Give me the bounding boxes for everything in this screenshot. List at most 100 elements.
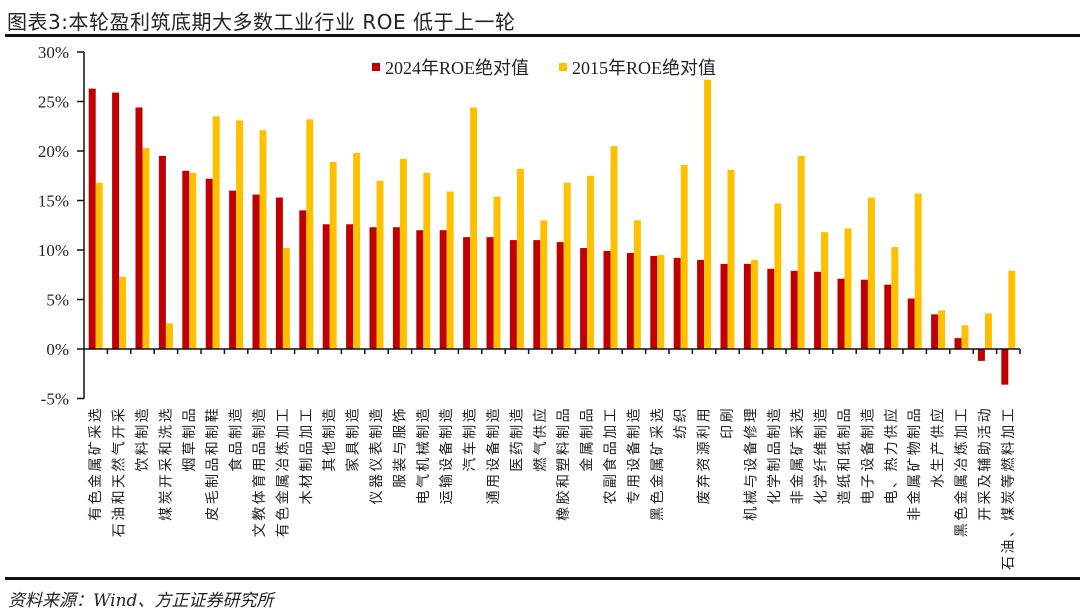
x-tick-label: 家具制造 xyxy=(345,406,362,472)
bar-2015 xyxy=(610,146,618,349)
bar-2015 xyxy=(774,203,782,349)
x-tick-label: 电、热力供应 xyxy=(883,406,900,504)
x-tick-label: 烟草制品 xyxy=(182,406,198,472)
y-axis-ticks: -5% 0% 5% 10% 15% 20% 25% 30% xyxy=(38,43,84,409)
x-tick-label: 非金属矿物制品 xyxy=(907,406,923,521)
bar-2024 xyxy=(884,284,892,349)
x-tick-label: 黑色金属矿采选 xyxy=(649,406,666,521)
bar-2015 xyxy=(236,120,244,349)
bar-2024 xyxy=(252,194,260,349)
bar-2015 xyxy=(119,276,127,349)
bar-2024 xyxy=(112,92,120,349)
bar-2015 xyxy=(961,325,969,349)
y-tick-label: -5% xyxy=(41,390,69,409)
bar-2024 xyxy=(814,271,822,349)
bar-2024 xyxy=(275,197,283,349)
x-tick-label: 废弃资源利用 xyxy=(697,406,713,504)
bar-2024 xyxy=(954,338,962,349)
bar-2024 xyxy=(392,227,400,349)
x-tick-label: 农副食品加工 xyxy=(602,406,619,504)
bar-2024 xyxy=(790,270,798,349)
bar-2024 xyxy=(299,210,307,349)
bar-2024 xyxy=(509,240,517,349)
bars-group xyxy=(88,79,1016,385)
bar-2015 xyxy=(867,197,875,349)
x-tick-label: 金属制品 xyxy=(580,406,596,472)
legend-label-2015: 2015年ROE绝对值 xyxy=(572,58,716,78)
bar-2015 xyxy=(587,175,595,349)
x-tick-label: 化学纤维制造 xyxy=(814,406,830,504)
bar-2024 xyxy=(673,257,681,349)
x-tick-label: 黑色金属冶炼加工 xyxy=(953,406,970,537)
bar-2015 xyxy=(540,220,548,349)
bar-2015 xyxy=(423,172,431,349)
x-tick-label: 印刷 xyxy=(720,406,736,439)
bar-2015 xyxy=(633,220,641,349)
bar-2024 xyxy=(463,237,471,349)
x-tick-label: 橡胶和塑料制品 xyxy=(555,406,572,521)
x-tick-label: 有色金属冶炼加工 xyxy=(274,406,291,537)
bar-2015 xyxy=(891,247,899,349)
bar-2024 xyxy=(767,268,775,349)
bar-2015 xyxy=(165,323,173,349)
bar-2015 xyxy=(914,193,922,349)
y-tick-label: 20% xyxy=(38,142,69,161)
bar-2015 xyxy=(329,161,337,349)
x-tick-label: 造纸和纸制品 xyxy=(837,406,853,504)
bar-2024 xyxy=(205,178,213,349)
bar-2015 xyxy=(938,310,946,349)
bar-2024 xyxy=(860,279,868,349)
legend: 2024年ROE绝对值 2015年ROE绝对值 xyxy=(372,58,716,78)
bar-2015 xyxy=(563,182,571,349)
legend-swatch-2024 xyxy=(372,63,380,71)
bar-2015 xyxy=(189,172,197,349)
x-tick-label: 仪器仪表制造 xyxy=(369,406,385,504)
bar-2015 xyxy=(516,168,524,349)
bar-2015 xyxy=(142,148,150,349)
bar-2024 xyxy=(580,248,588,349)
y-tick-label: 10% xyxy=(38,241,69,260)
bar-2015 xyxy=(399,158,407,349)
bar-2024 xyxy=(556,242,564,349)
bar-2024 xyxy=(533,240,541,349)
x-tick-label: 石油和天然气开采 xyxy=(111,406,128,537)
legend-item-2015: 2015年ROE绝对值 xyxy=(559,58,716,78)
x-tick-label: 服装与服饰 xyxy=(392,406,408,488)
y-tick-label: 5% xyxy=(46,291,69,310)
bar-2024 xyxy=(626,252,634,349)
x-tick-label: 石油、煤炭等燃料加工 xyxy=(1000,406,1017,570)
x-tick-label: 汽车制造 xyxy=(462,406,479,472)
bar-2024 xyxy=(907,298,915,349)
bar-2024 xyxy=(603,250,611,349)
x-tick-label: 食品制造 xyxy=(228,406,245,472)
bar-2024 xyxy=(369,227,377,349)
x-tick-label: 有色金属矿采选 xyxy=(87,406,104,521)
x-tick-label: 饮料制造 xyxy=(135,406,151,472)
bar-2024 xyxy=(977,349,985,361)
bar-2015 xyxy=(470,107,478,349)
bar-2024 xyxy=(743,263,751,349)
bar-2015 xyxy=(1008,270,1016,349)
y-tick-label: 30% xyxy=(38,43,69,62)
bar-2015 xyxy=(680,164,688,349)
bar-2024 xyxy=(346,224,354,349)
bar-2015 xyxy=(704,79,712,349)
bar-2024 xyxy=(697,259,705,349)
bar-2015 xyxy=(353,152,361,349)
bar-2024 xyxy=(135,107,143,349)
bar-2015 xyxy=(984,313,992,349)
x-tick-label: 运输设备制造 xyxy=(438,406,455,504)
y-tick-label: 15% xyxy=(38,192,69,211)
x-tick-label: 机械与设备修理 xyxy=(742,406,759,521)
bar-2015 xyxy=(750,259,758,349)
x-tick-label: 开采及辅助活动 xyxy=(977,406,993,521)
x-tick-label: 化学制品制造 xyxy=(767,406,783,504)
bar-2015 xyxy=(306,119,314,349)
axes-group xyxy=(83,52,1020,399)
legend-swatch-2015 xyxy=(559,63,567,71)
bar-2024 xyxy=(1001,349,1009,385)
bar-2015 xyxy=(657,254,665,349)
x-tick-label: 皮毛制品和制鞋 xyxy=(205,406,221,521)
bar-2015 xyxy=(376,180,384,349)
